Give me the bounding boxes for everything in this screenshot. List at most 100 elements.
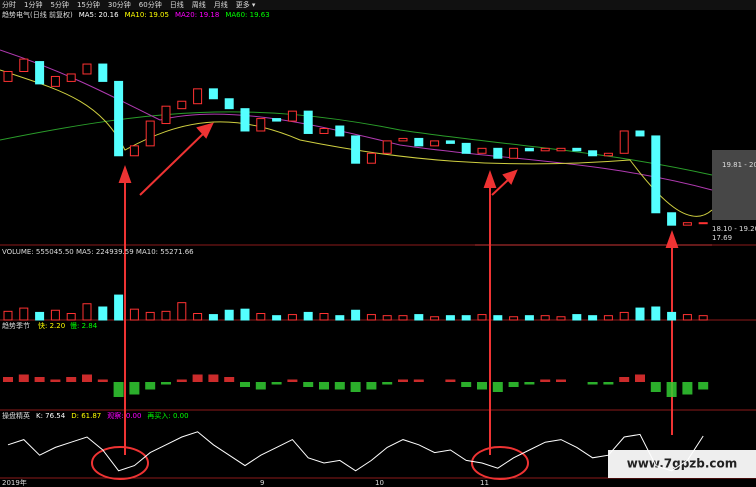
candle — [161, 105, 171, 125]
volume-bar — [445, 315, 455, 321]
trend-bar — [287, 379, 298, 382]
volume-bar — [651, 306, 661, 321]
candle — [114, 80, 124, 157]
volume-bar — [240, 308, 250, 321]
trend-bar — [34, 377, 45, 382]
trend-bar — [66, 377, 77, 382]
volume-bar — [603, 315, 613, 321]
trend-bar — [224, 377, 235, 382]
trend-bar — [413, 379, 424, 382]
volume-bar — [19, 307, 29, 321]
volume-bar — [540, 315, 550, 321]
toolbar-bg — [0, 0, 756, 10]
candle — [3, 70, 13, 82]
trend-bar — [161, 382, 171, 385]
volume-bar — [619, 311, 629, 321]
highlight-circle — [91, 446, 149, 480]
volume-bar — [224, 309, 234, 321]
candle — [635, 130, 645, 137]
candle — [556, 147, 566, 152]
kdj-field: 再买入: 0.00 — [147, 412, 188, 420]
volume-bar — [98, 306, 108, 321]
range-label: 18.10 - 19.20 — [712, 225, 756, 233]
candle — [493, 147, 503, 159]
trend-bar — [113, 382, 124, 397]
candle — [98, 63, 108, 82]
candle — [335, 125, 345, 137]
trend-bar — [366, 382, 377, 390]
volume-bar — [35, 311, 45, 321]
candle — [524, 147, 534, 152]
ma-label: MA60: 19.63 — [225, 11, 269, 19]
toolbar-item: 1分钟 — [24, 0, 42, 9]
ma10-line — [0, 69, 713, 217]
volume-bar — [667, 311, 677, 321]
candle — [19, 58, 29, 72]
trend-bar — [97, 379, 108, 382]
toolbar-item: 更多 ▾ — [236, 0, 256, 9]
candle — [50, 75, 60, 87]
toolbar-item: 60分钟 — [139, 0, 162, 9]
toolbar-item: 月线 — [214, 0, 228, 9]
trend-title: 趋势季节 — [2, 321, 30, 330]
volume-bar — [366, 314, 376, 321]
volume-bar — [572, 314, 582, 321]
volume-bar — [414, 314, 424, 321]
kdj-field: D: 61.87 — [71, 412, 101, 420]
x-label: 11 — [480, 479, 489, 487]
trend-bar — [303, 382, 314, 387]
trend-bar — [176, 379, 187, 382]
volume-bar — [461, 315, 471, 321]
trend-bar — [271, 382, 282, 385]
price-range-box — [712, 150, 756, 220]
trend-bar — [461, 382, 472, 387]
candle — [414, 137, 424, 147]
volume-bar — [524, 315, 534, 321]
candle — [129, 145, 139, 157]
candle — [366, 152, 376, 164]
toolbar-item: 30分钟 — [108, 0, 131, 9]
trend-bar — [129, 382, 140, 395]
trend-bar — [255, 382, 266, 390]
volume-bar — [50, 309, 60, 321]
volume-bar — [430, 316, 440, 321]
trend-bar — [635, 374, 645, 382]
volume-bar — [477, 314, 487, 321]
volume-bar — [177, 302, 187, 321]
volume-bar — [698, 315, 708, 321]
candle — [682, 222, 692, 226]
trend-bar — [240, 382, 250, 387]
trend-bar — [619, 377, 630, 382]
k-line — [7, 431, 704, 472]
volume-bar — [335, 315, 345, 321]
ma-label: MA20: 19.18 — [175, 11, 219, 19]
volume-bar — [319, 313, 329, 321]
trend-bar — [50, 379, 61, 382]
candle — [66, 73, 76, 82]
candle — [398, 137, 408, 142]
x-label: 9 — [260, 479, 264, 487]
trend-bar — [3, 377, 13, 382]
volume-bar — [82, 303, 92, 321]
volume-bar — [129, 308, 139, 321]
candle — [240, 108, 250, 132]
toolbar-item: 日线 — [170, 0, 184, 9]
candle — [256, 118, 266, 132]
trend-slow: 慢: 2.84 — [70, 321, 98, 330]
annotation-arrows — [118, 122, 679, 455]
candle — [603, 152, 613, 157]
trend-bar — [540, 379, 551, 382]
trend-fast: 快: 2.20 — [38, 321, 65, 330]
ma20-line — [0, 49, 713, 191]
trend-bar — [508, 382, 519, 387]
ma-label: MA10: 19.05 — [125, 11, 169, 19]
candle — [619, 130, 629, 154]
candle — [319, 128, 329, 134]
candle — [667, 212, 677, 226]
volume-bar — [272, 315, 282, 321]
candle — [651, 135, 661, 214]
trend-bar — [334, 382, 345, 390]
volume-bar — [3, 310, 13, 321]
